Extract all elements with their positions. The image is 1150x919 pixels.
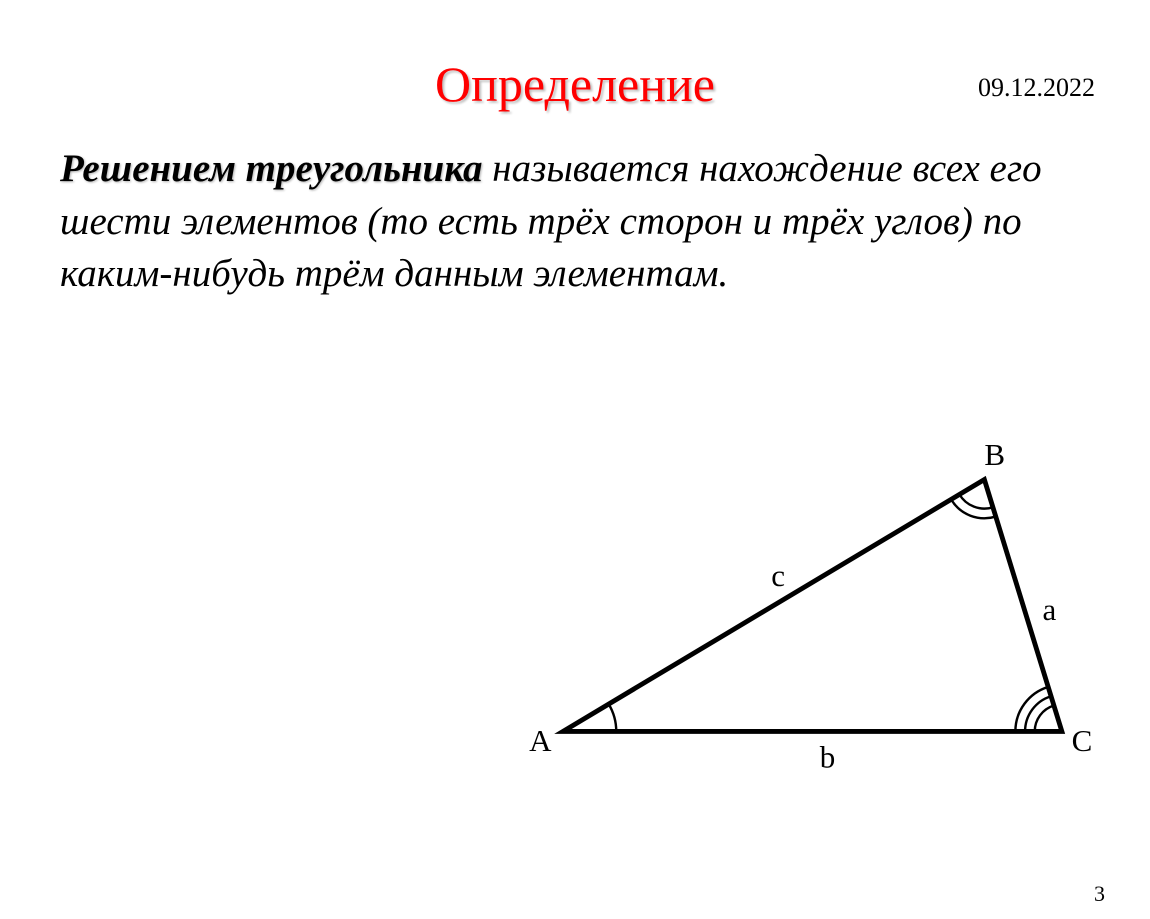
svg-text:B: B bbox=[984, 440, 1005, 472]
triangle-diagram: A B Cc a b bbox=[500, 440, 1120, 800]
definition-paragraph: Решением треугольника называется нахожде… bbox=[60, 143, 1095, 301]
svg-text:c: c bbox=[771, 558, 785, 593]
svg-text:b: b bbox=[820, 739, 836, 774]
triangle-svg: A B Cc a b bbox=[500, 440, 1120, 800]
svg-text:A: A bbox=[529, 723, 552, 758]
definition-term: Решением треугольника bbox=[60, 147, 483, 190]
svg-text:a: a bbox=[1043, 592, 1057, 627]
svg-text:C: C bbox=[1072, 723, 1093, 758]
date-text: 09.12.2022 bbox=[978, 73, 1095, 103]
slide-number: 3 bbox=[1094, 881, 1105, 907]
